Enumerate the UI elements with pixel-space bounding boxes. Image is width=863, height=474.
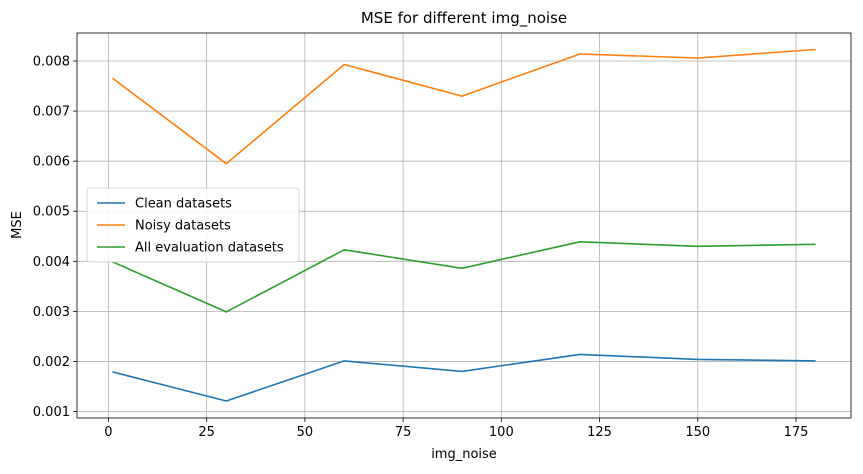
y-tick-label: 0.007	[33, 105, 70, 120]
chart-title: MSE for different img_noise	[361, 9, 567, 28]
x-tick-label: 0	[104, 425, 112, 440]
series-line-clean-datasets	[112, 353, 816, 402]
x-tick-label: 150	[685, 425, 710, 440]
legend-label-clean-datasets: Clean datasets	[135, 197, 232, 212]
y-tick-label: 0.004	[33, 255, 70, 270]
y-tick-label: 0.005	[33, 205, 70, 220]
plot-area-frame	[76, 32, 852, 419]
y-tick-label: 0.002	[33, 355, 70, 370]
y-tick-label: 0.001	[33, 405, 70, 420]
x-axis-label: img_noise	[431, 447, 497, 462]
x-tick-label: 75	[395, 425, 412, 440]
legend-label-all-evaluation-datasets: All evaluation datasets	[135, 241, 284, 256]
legend-box	[86, 187, 300, 263]
y-tick-label: 0.008	[33, 55, 70, 70]
legend-label-noisy-datasets: Noisy datasets	[135, 219, 231, 234]
x-tick-label: 50	[297, 425, 314, 440]
series-line-all-evaluation-datasets	[112, 241, 816, 313]
x-tick-label: 25	[198, 425, 215, 440]
y-tick-label: 0.006	[33, 155, 70, 170]
x-tick-label: 125	[587, 425, 612, 440]
series-line-noisy-datasets	[111, 48, 816, 165]
y-tick-label: 0.003	[33, 305, 70, 320]
y-axis-label: MSE	[10, 211, 25, 239]
x-tick-label: 175	[784, 425, 809, 440]
x-tick-label: 100	[489, 425, 514, 440]
legend: Clean datasets Noisy datasets All evaluati…	[86, 187, 300, 263]
